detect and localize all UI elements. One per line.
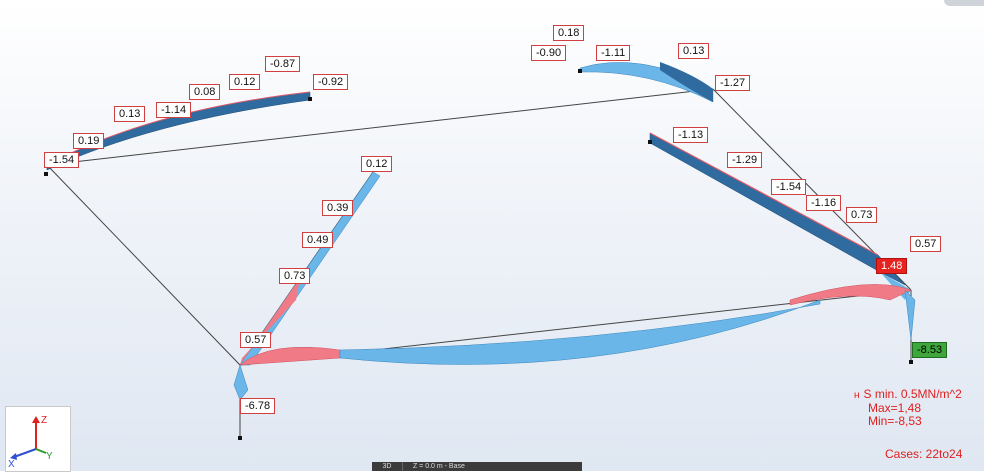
node[interactable] [44,172,48,176]
value-label: -1.13 [673,127,709,143]
value-label: 0.13 [114,106,146,122]
axis-z-label: Z [41,415,47,426]
value-label: 0.13 [678,43,710,59]
node[interactable] [648,140,652,144]
stress-diagram-top-right [579,62,714,103]
stress-diagram-bottom-long [239,284,912,366]
legend-title: S min. 0.5MN/m^2 [863,387,962,401]
value-label: 0.08 [189,84,221,100]
value-label: 0.73 [846,207,878,223]
stress-diagram-right-column [904,289,916,341]
axis-triad-icon: Z X Y [8,415,53,470]
value-label: 0.73 [279,268,311,284]
node[interactable] [308,97,312,101]
load-cases-label: Cases: 22to24 [885,447,963,461]
node[interactable] [909,360,913,364]
value-label: -1.54 [44,152,80,168]
nodes [44,69,913,440]
view-status-bar[interactable]: 3D Z = 0.0 m - Base [372,462,582,471]
value-label: 0.19 [73,133,105,149]
view-mode[interactable]: 3D [372,462,403,471]
axis-triad[interactable]: Z X Y [5,406,71,472]
work-plane[interactable]: Z = 0.0 m - Base [412,463,465,470]
max-value-label: 1.48 [876,258,908,274]
axis-x-label: X [8,459,15,470]
min-value-label: -8.53 [912,342,948,358]
window-corner-tab[interactable] [944,0,984,6]
value-label: -1.29 [727,152,763,168]
value-label: -1.14 [156,102,192,118]
legend-max: Max=1,48 [868,401,922,415]
value-label: 0.49 [302,232,334,248]
value-label: 0.12 [229,74,261,90]
node[interactable] [578,69,582,73]
value-label: -1.54 [771,179,807,195]
value-label: 0.18 [553,25,585,41]
value-label: -0.92 [313,74,349,90]
member-left-diagonal[interactable] [46,164,241,366]
member-top-long[interactable] [46,88,714,166]
value-label: -0.87 [265,56,301,72]
axis-y-label: Y [46,451,53,462]
legend-min: Min=-8,53 [868,414,922,428]
value-label: -1.11 [596,45,631,61]
value-label: -6.78 [240,398,276,414]
value-label: 0.12 [361,156,393,172]
value-label: 0.39 [322,200,354,216]
value-label: 0.57 [910,236,942,252]
legend-symbol: ʜ [854,390,860,401]
frame-members [46,88,912,438]
value-label: -0.90 [531,45,567,61]
node[interactable] [238,436,242,440]
value-label: -1.16 [806,195,842,211]
value-label: 0.57 [240,332,272,348]
value-label: -1.27 [715,75,751,91]
stress-diagram-left-column [233,364,249,401]
